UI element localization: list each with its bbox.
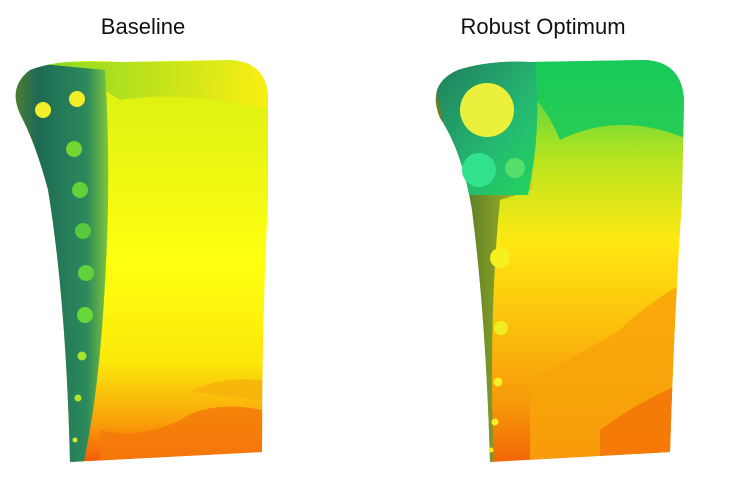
baseline-cooling-holes bbox=[35, 91, 94, 443]
robust-optimum-blade-contour bbox=[435, 60, 684, 462]
robust-optimum-cooling-holes bbox=[460, 83, 525, 453]
baseline-panel: Baseline bbox=[15, 14, 268, 462]
robust-optimum-title: Robust Optimum bbox=[460, 14, 626, 39]
robust-optimum-panel: Robust Optimum bbox=[370, 0, 740, 486]
baseline-blade-contour bbox=[15, 60, 268, 462]
baseline-title: Baseline bbox=[100, 14, 186, 39]
